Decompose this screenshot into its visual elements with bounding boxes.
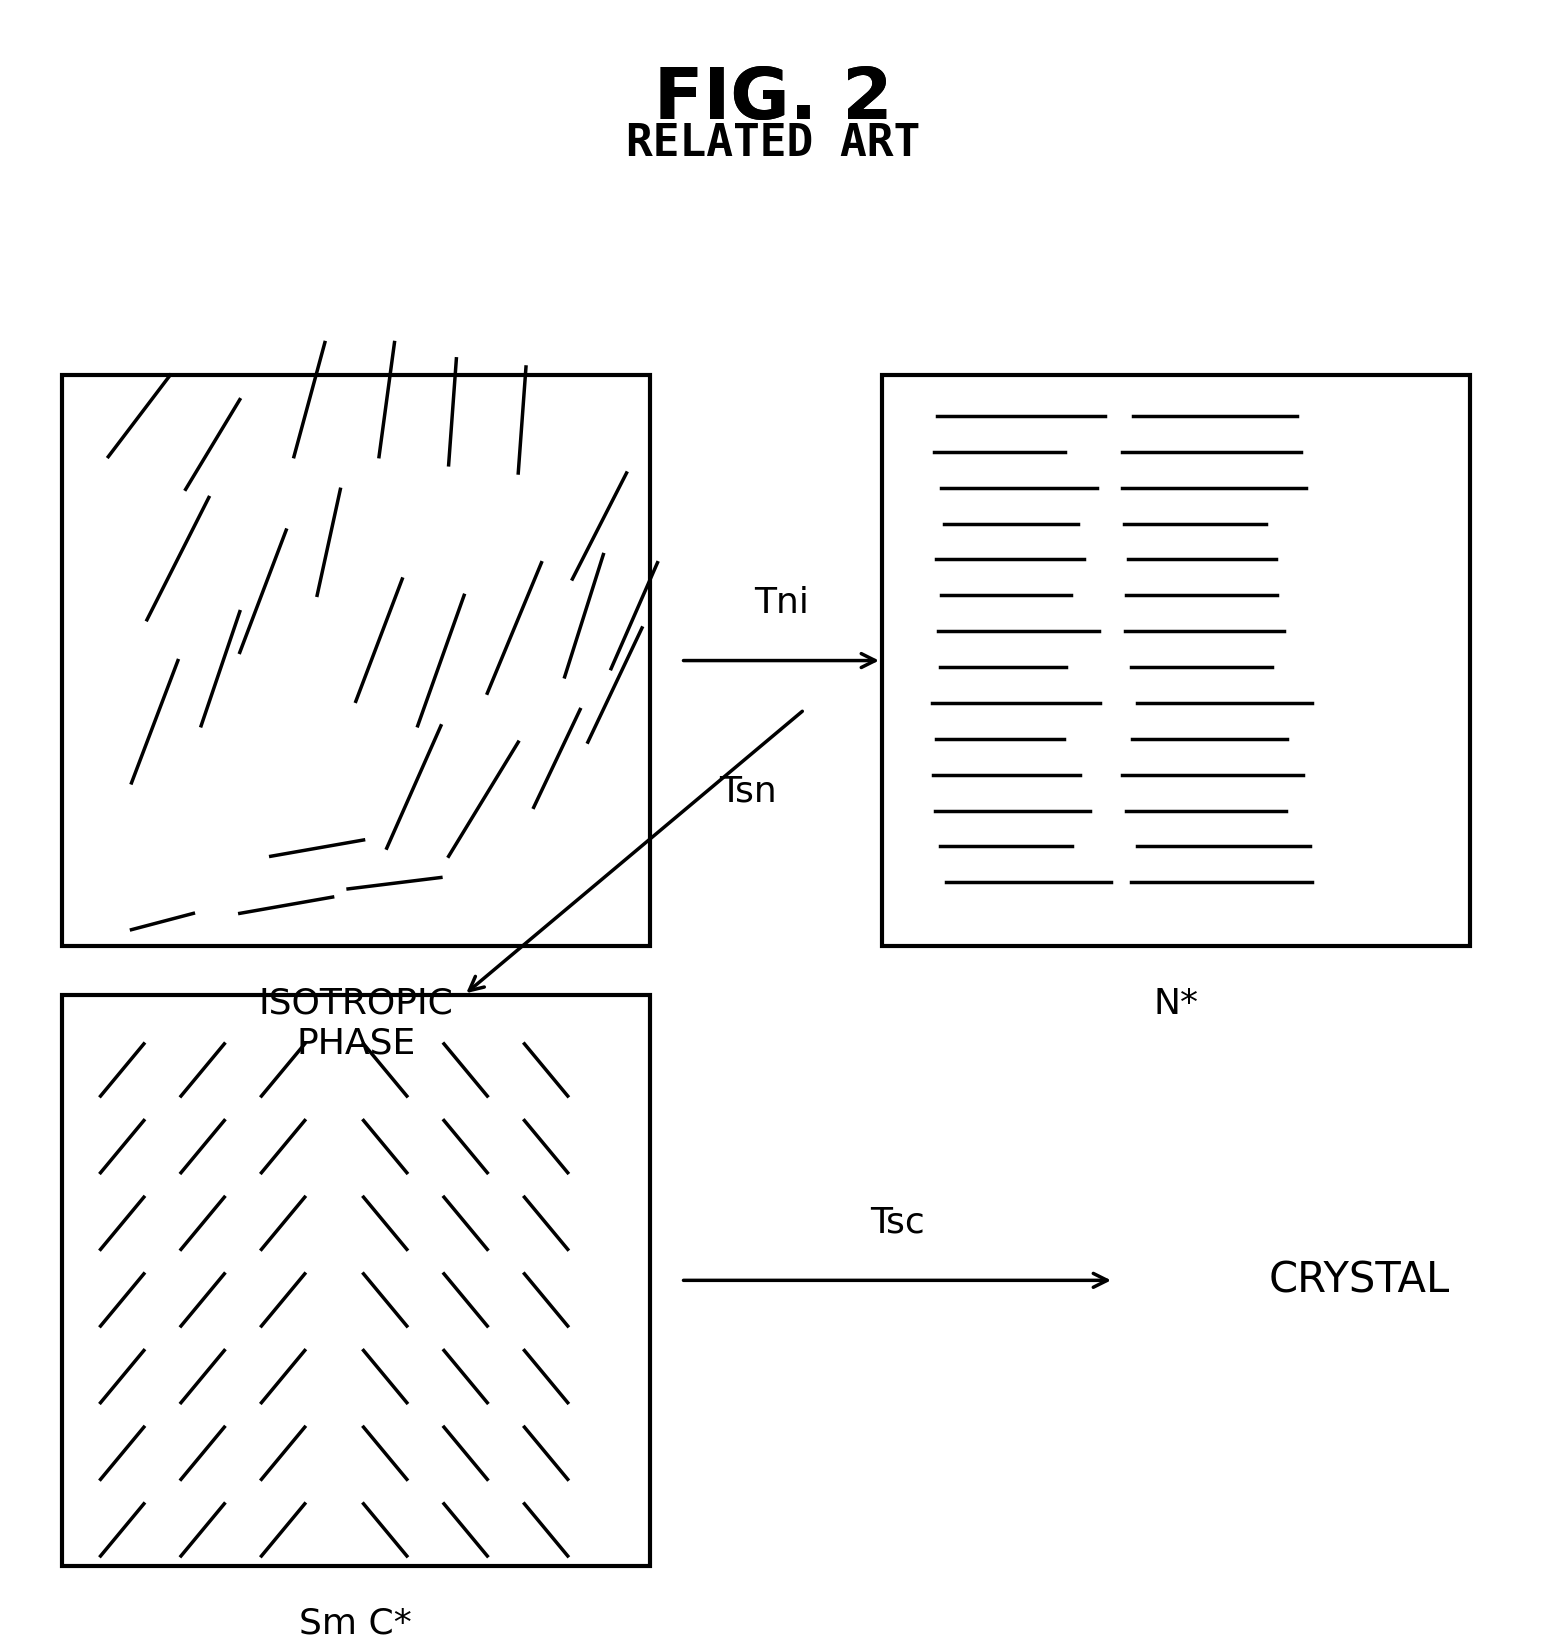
Text: Sm C*: Sm C* xyxy=(300,1606,412,1641)
Text: Tsc: Tsc xyxy=(869,1205,925,1239)
Text: Tsn: Tsn xyxy=(719,775,777,808)
Text: RELATED ART: RELATED ART xyxy=(627,122,920,165)
Text: FIG. 2: FIG. 2 xyxy=(654,66,893,135)
Bar xyxy=(62,994,650,1565)
Text: CRYSTAL: CRYSTAL xyxy=(1269,1259,1450,1302)
Text: N*: N* xyxy=(1153,986,1199,1021)
Text: Tni: Tni xyxy=(753,586,809,621)
Bar xyxy=(62,375,650,946)
Bar xyxy=(882,375,1470,946)
Text: FIG. 2: FIG. 2 xyxy=(654,66,893,135)
Text: ISOTROPIC
PHASE: ISOTROPIC PHASE xyxy=(258,986,453,1060)
